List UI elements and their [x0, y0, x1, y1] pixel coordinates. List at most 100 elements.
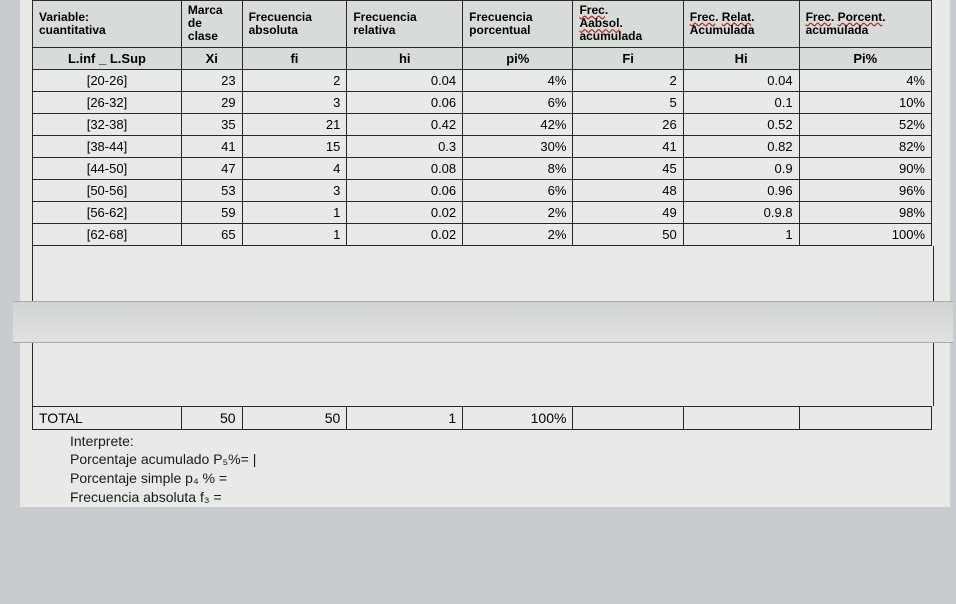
- subheader-interval: L.inf _ L.Sup: [33, 47, 182, 69]
- cell: 0.04: [347, 69, 463, 91]
- cell: 0.96: [683, 179, 799, 201]
- cell-interval: [44-50]: [33, 157, 182, 179]
- subheader-Hi: Hi: [683, 47, 799, 69]
- cell: 48: [573, 179, 683, 201]
- subheader-fi: fi: [242, 47, 347, 69]
- cell: 6%: [463, 91, 573, 113]
- cell-interval: [62-68]: [33, 223, 182, 245]
- cell: 2: [242, 69, 347, 91]
- total-cell: 50: [242, 406, 347, 429]
- note-line: Porcentaje acumulado P₅%= |: [70, 450, 950, 469]
- cell: 0.04: [683, 69, 799, 91]
- cell: 1: [242, 201, 347, 223]
- cell: 47: [181, 157, 242, 179]
- cell: 100%: [799, 223, 931, 245]
- table-row: [44-50]4740.088%450.990%: [33, 157, 932, 179]
- cell: 0.52: [683, 113, 799, 135]
- cell: 0.82: [683, 135, 799, 157]
- header-frec-abs: Frecuencia absoluta: [242, 1, 347, 48]
- cell: 49: [573, 201, 683, 223]
- total-cell: 50: [181, 406, 242, 429]
- cell: 4: [242, 157, 347, 179]
- cell: 2%: [463, 223, 573, 245]
- cell: 0.02: [347, 223, 463, 245]
- table-row: [56-62]5910.022%490.9.898%: [33, 201, 932, 223]
- cell: 90%: [799, 157, 931, 179]
- cell: 53: [181, 179, 242, 201]
- cell-interval: [26-32]: [33, 91, 182, 113]
- cell: 2: [573, 69, 683, 91]
- table-row: [38-44]41150.330%410.8282%: [33, 135, 932, 157]
- cell-interval: [38-44]: [33, 135, 182, 157]
- note-line: Frecuencia absoluta f₃ =: [70, 488, 950, 507]
- table-row: [50-56]5330.066%480.9696%: [33, 179, 932, 201]
- total-cell: [573, 406, 683, 429]
- cell: 0.9.8: [683, 201, 799, 223]
- table-row: [20-26]2320.044%20.044%: [33, 69, 932, 91]
- cell: 41: [181, 135, 242, 157]
- frequency-table: Variable:cuantitativa Marcadeclase Frecu…: [32, 0, 932, 246]
- cell: 50: [573, 223, 683, 245]
- cell: 15: [242, 135, 347, 157]
- subheader-xi: Xi: [181, 47, 242, 69]
- cell: 0.9: [683, 157, 799, 179]
- note-line: Interprete:: [70, 432, 950, 451]
- table-header-row: Variable:cuantitativa Marcadeclase Frecu…: [33, 1, 932, 48]
- header-variable: Variable:cuantitativa: [33, 1, 182, 48]
- header-frec-ppor: Frec. Porcent.acumulada: [799, 1, 931, 48]
- cell: 5: [573, 91, 683, 113]
- table-subheader-row: L.inf _ L.Sup Xi fi hi pi% Fi Hi Pi%: [33, 47, 932, 69]
- cell: 0.1: [683, 91, 799, 113]
- cell: 3: [242, 179, 347, 201]
- total-cell: 1: [347, 406, 463, 429]
- cell: 1: [683, 223, 799, 245]
- header-frec-hrel: Frec. Relat.Acumulada: [683, 1, 799, 48]
- header-marca: Marcadeclase: [181, 1, 242, 48]
- cell: 0.42: [347, 113, 463, 135]
- subheader-hi: hi: [347, 47, 463, 69]
- cell: 21: [242, 113, 347, 135]
- cell: 4%: [799, 69, 931, 91]
- cell: 0.06: [347, 179, 463, 201]
- cell: 8%: [463, 157, 573, 179]
- cell: 59: [181, 201, 242, 223]
- cell: 96%: [799, 179, 931, 201]
- cell: 42%: [463, 113, 573, 135]
- table-row: [26-32]2930.066%50.110%: [33, 91, 932, 113]
- cell: 23: [181, 69, 242, 91]
- cell: 30%: [463, 135, 573, 157]
- cell: 45: [573, 157, 683, 179]
- header-frec-rel: Frecuencia relativa: [347, 1, 463, 48]
- cell: 2%: [463, 201, 573, 223]
- cell-interval: [50-56]: [33, 179, 182, 201]
- note-line: Porcentaje simple p₄ % =: [70, 469, 950, 488]
- document-sheet: Párrafo Estilos Variable:cuantitativa Ma…: [20, 0, 950, 507]
- cell: 35: [181, 113, 242, 135]
- total-cell: [799, 406, 931, 429]
- page-gap: [32, 246, 934, 406]
- total-label: TOTAL: [33, 406, 182, 429]
- table-row: [62-68]6510.022%501100%: [33, 223, 932, 245]
- cell: 98%: [799, 201, 931, 223]
- cell: 3: [242, 91, 347, 113]
- notes-block: Interprete: Porcentaje acumulado P₅%= | …: [70, 432, 950, 508]
- cell: 41: [573, 135, 683, 157]
- total-cell: 100%: [463, 406, 573, 429]
- cell: 29: [181, 91, 242, 113]
- cell: 6%: [463, 179, 573, 201]
- cell: 4%: [463, 69, 573, 91]
- subheader-Fi: Fi: [573, 47, 683, 69]
- cell: 10%: [799, 91, 931, 113]
- total-cell: [683, 406, 799, 429]
- cell: 82%: [799, 135, 931, 157]
- cell: 0.06: [347, 91, 463, 113]
- cell: 52%: [799, 113, 931, 135]
- subheader-pi: pi%: [463, 47, 573, 69]
- cell-interval: [32-38]: [33, 113, 182, 135]
- subheader-Pi: Pi%: [799, 47, 931, 69]
- cell-interval: [56-62]: [33, 201, 182, 223]
- cell: 1: [242, 223, 347, 245]
- header-frec-aabs: Frec.Aabsol.acumulada: [573, 1, 683, 48]
- header-frec-por: Frecuencia porcentual: [463, 1, 573, 48]
- cell: 65: [181, 223, 242, 245]
